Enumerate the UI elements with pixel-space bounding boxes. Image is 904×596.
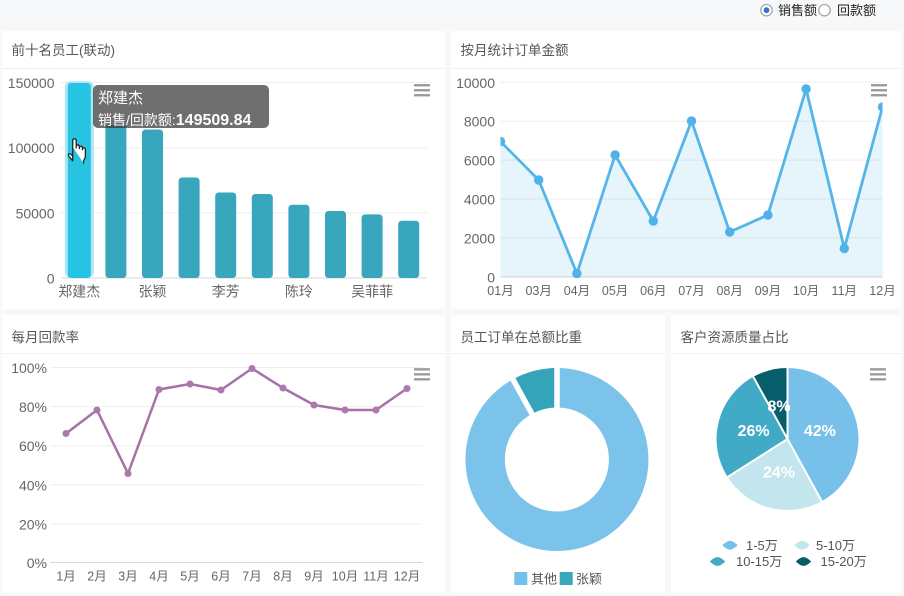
svg-text:0: 0 <box>487 270 495 286</box>
svg-text:8%: 8% <box>767 399 790 416</box>
svg-text:50000: 50000 <box>16 205 55 221</box>
svg-text:80%: 80% <box>19 399 47 415</box>
svg-text:24%: 24% <box>763 464 795 481</box>
svg-text:4000: 4000 <box>464 192 495 208</box>
svg-text:7月: 7月 <box>242 570 261 584</box>
svg-text:6000: 6000 <box>464 153 495 169</box>
svg-text:26%: 26% <box>738 423 770 440</box>
svg-text:6月: 6月 <box>211 570 230 584</box>
svg-text:100000: 100000 <box>8 140 55 156</box>
svg-text:100%: 100% <box>11 360 47 376</box>
svg-text:09月: 09月 <box>755 284 781 298</box>
svg-text:150000: 150000 <box>8 75 55 91</box>
svg-text:10月: 10月 <box>793 284 819 298</box>
svg-text:40%: 40% <box>19 477 47 493</box>
svg-text:5月: 5月 <box>180 570 199 584</box>
svg-text:张颖: 张颖 <box>576 572 602 587</box>
svg-text:2000: 2000 <box>464 230 495 246</box>
svg-text:销售额: 销售额 <box>778 3 817 18</box>
svg-text:07月: 07月 <box>678 284 704 298</box>
svg-text:销售/回款额:149509.84: 销售/回款额:149509.84 <box>98 112 252 129</box>
svg-text:05月: 05月 <box>602 284 628 298</box>
svg-text:12月: 12月 <box>394 570 420 584</box>
svg-text:吴菲菲: 吴菲菲 <box>351 284 393 300</box>
svg-text:11月: 11月 <box>363 570 388 584</box>
svg-text:8月: 8月 <box>273 570 292 584</box>
svg-text:15-20万: 15-20万 <box>821 554 867 569</box>
svg-text:0%: 0% <box>27 555 47 571</box>
svg-text:5-10万: 5-10万 <box>816 538 855 553</box>
svg-text:3月: 3月 <box>118 570 137 584</box>
svg-text:其他: 其他 <box>531 572 557 587</box>
svg-text:06月: 06月 <box>640 284 666 298</box>
svg-text:张颖: 张颖 <box>139 284 167 300</box>
svg-text:1月: 1月 <box>56 570 75 584</box>
svg-text:李芳: 李芳 <box>212 284 240 300</box>
svg-text:04月: 04月 <box>564 284 590 298</box>
svg-text:08月: 08月 <box>716 284 742 298</box>
svg-text:10000: 10000 <box>456 75 495 91</box>
svg-text:郑建杰: 郑建杰 <box>98 90 143 107</box>
svg-text:郑建杰: 郑建杰 <box>58 284 100 300</box>
svg-text:10-15万: 10-15万 <box>736 554 782 569</box>
svg-text:10月: 10月 <box>332 570 358 584</box>
svg-text:陈玲: 陈玲 <box>285 284 313 300</box>
svg-text:1-5万: 1-5万 <box>746 538 778 553</box>
svg-text:回款额: 回款额 <box>837 3 876 18</box>
svg-text:03月: 03月 <box>525 284 551 298</box>
svg-text:42%: 42% <box>804 423 836 440</box>
svg-text:9月: 9月 <box>304 570 323 584</box>
svg-text:2月: 2月 <box>87 570 106 584</box>
svg-text:01月: 01月 <box>487 284 513 298</box>
svg-text:20%: 20% <box>19 516 47 532</box>
svg-text:0: 0 <box>47 271 55 287</box>
svg-text:8000: 8000 <box>464 114 495 130</box>
svg-text:4月: 4月 <box>149 570 168 584</box>
svg-text:11月: 11月 <box>832 284 857 298</box>
svg-text:12月: 12月 <box>869 284 895 298</box>
svg-text:60%: 60% <box>19 438 47 454</box>
